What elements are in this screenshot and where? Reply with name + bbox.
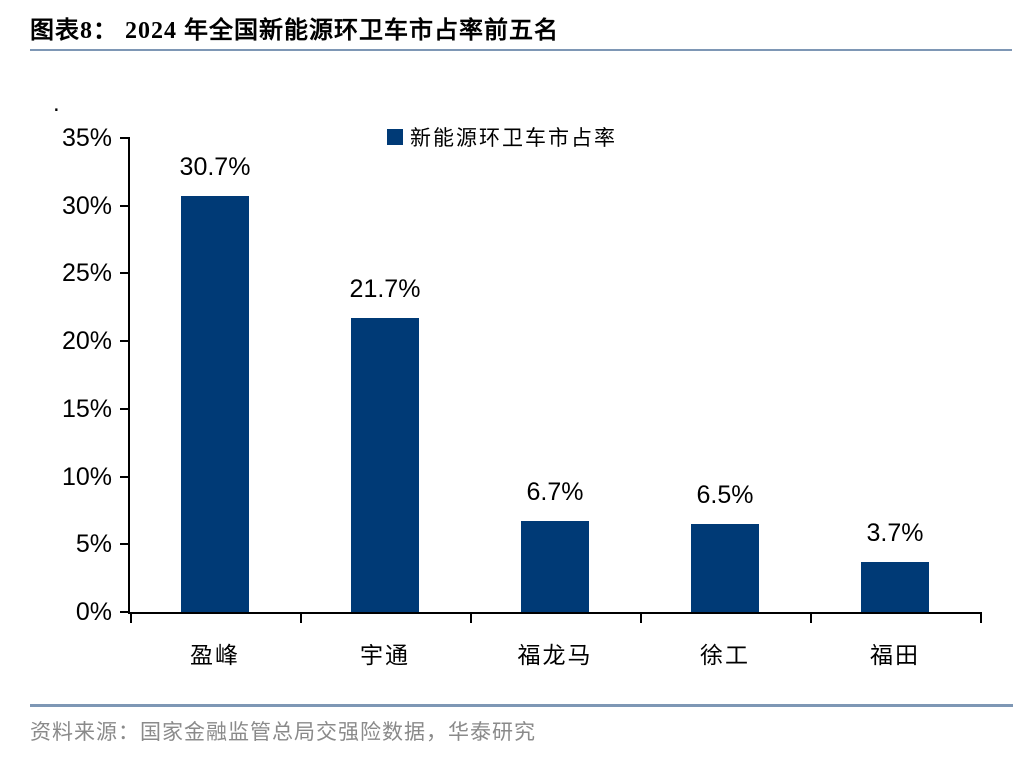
category-label: 福田 <box>870 643 920 668</box>
x-axis-tick <box>640 612 642 623</box>
bar <box>181 196 249 612</box>
category-label: 宇通 <box>360 643 410 668</box>
x-axis-tick <box>300 612 302 623</box>
y-axis-tick <box>120 407 130 410</box>
y-axis-tick-label: 15% <box>61 394 112 423</box>
bar <box>691 523 759 612</box>
bar <box>521 521 589 612</box>
legend: 新能源环卫车市占率 <box>387 122 617 152</box>
category-label: 福龙马 <box>517 643 593 668</box>
x-axis-tick <box>980 612 982 623</box>
y-axis-tick-label: 25% <box>61 259 112 288</box>
x-axis-tick <box>130 612 132 623</box>
x-axis-tick <box>470 612 472 623</box>
category-label: 徐工 <box>700 643 750 668</box>
bar-value-label: 6.5% <box>696 480 754 509</box>
legend-swatch <box>387 129 403 145</box>
bar-value-label: 21.7% <box>349 275 421 304</box>
bar <box>351 318 419 612</box>
y-axis-line <box>128 138 130 614</box>
y-axis-tick-label: 0% <box>75 598 112 626</box>
y-axis-tick-label: 35% <box>61 124 112 152</box>
y-axis-tick <box>120 137 130 139</box>
category-label: 盈峰 <box>190 643 240 668</box>
y-axis-tick-label: 5% <box>75 530 112 559</box>
y-axis-tick <box>120 611 130 613</box>
source-note: 资料来源：国家金融监管总局交强险数据，华泰研究 <box>30 720 536 744</box>
y-axis-tick <box>120 204 130 207</box>
x-axis-tick <box>810 612 812 623</box>
y-axis-tick <box>120 340 130 343</box>
footer-separator <box>30 704 1013 707</box>
y-axis-tick <box>120 272 130 275</box>
y-axis-tick-label: 10% <box>61 462 112 491</box>
y-axis-tick <box>120 475 130 478</box>
figure-title: 图表8： 2024 年全国新能源环卫车市占率前五名 <box>30 18 559 44</box>
x-axis-line <box>128 612 982 614</box>
stray-dot: . <box>53 90 60 117</box>
y-axis-tick-label: 20% <box>61 327 112 356</box>
title-underline <box>30 49 1012 51</box>
bar-value-label: 6.7% <box>526 478 584 507</box>
y-axis-tick <box>120 543 130 546</box>
bar-value-label: 3.7% <box>866 518 924 547</box>
y-axis-tick-label: 30% <box>61 191 112 220</box>
legend-label: 新能源环卫车市占率 <box>410 126 617 150</box>
bar-value-label: 30.7% <box>179 153 251 182</box>
bar <box>861 561 929 612</box>
